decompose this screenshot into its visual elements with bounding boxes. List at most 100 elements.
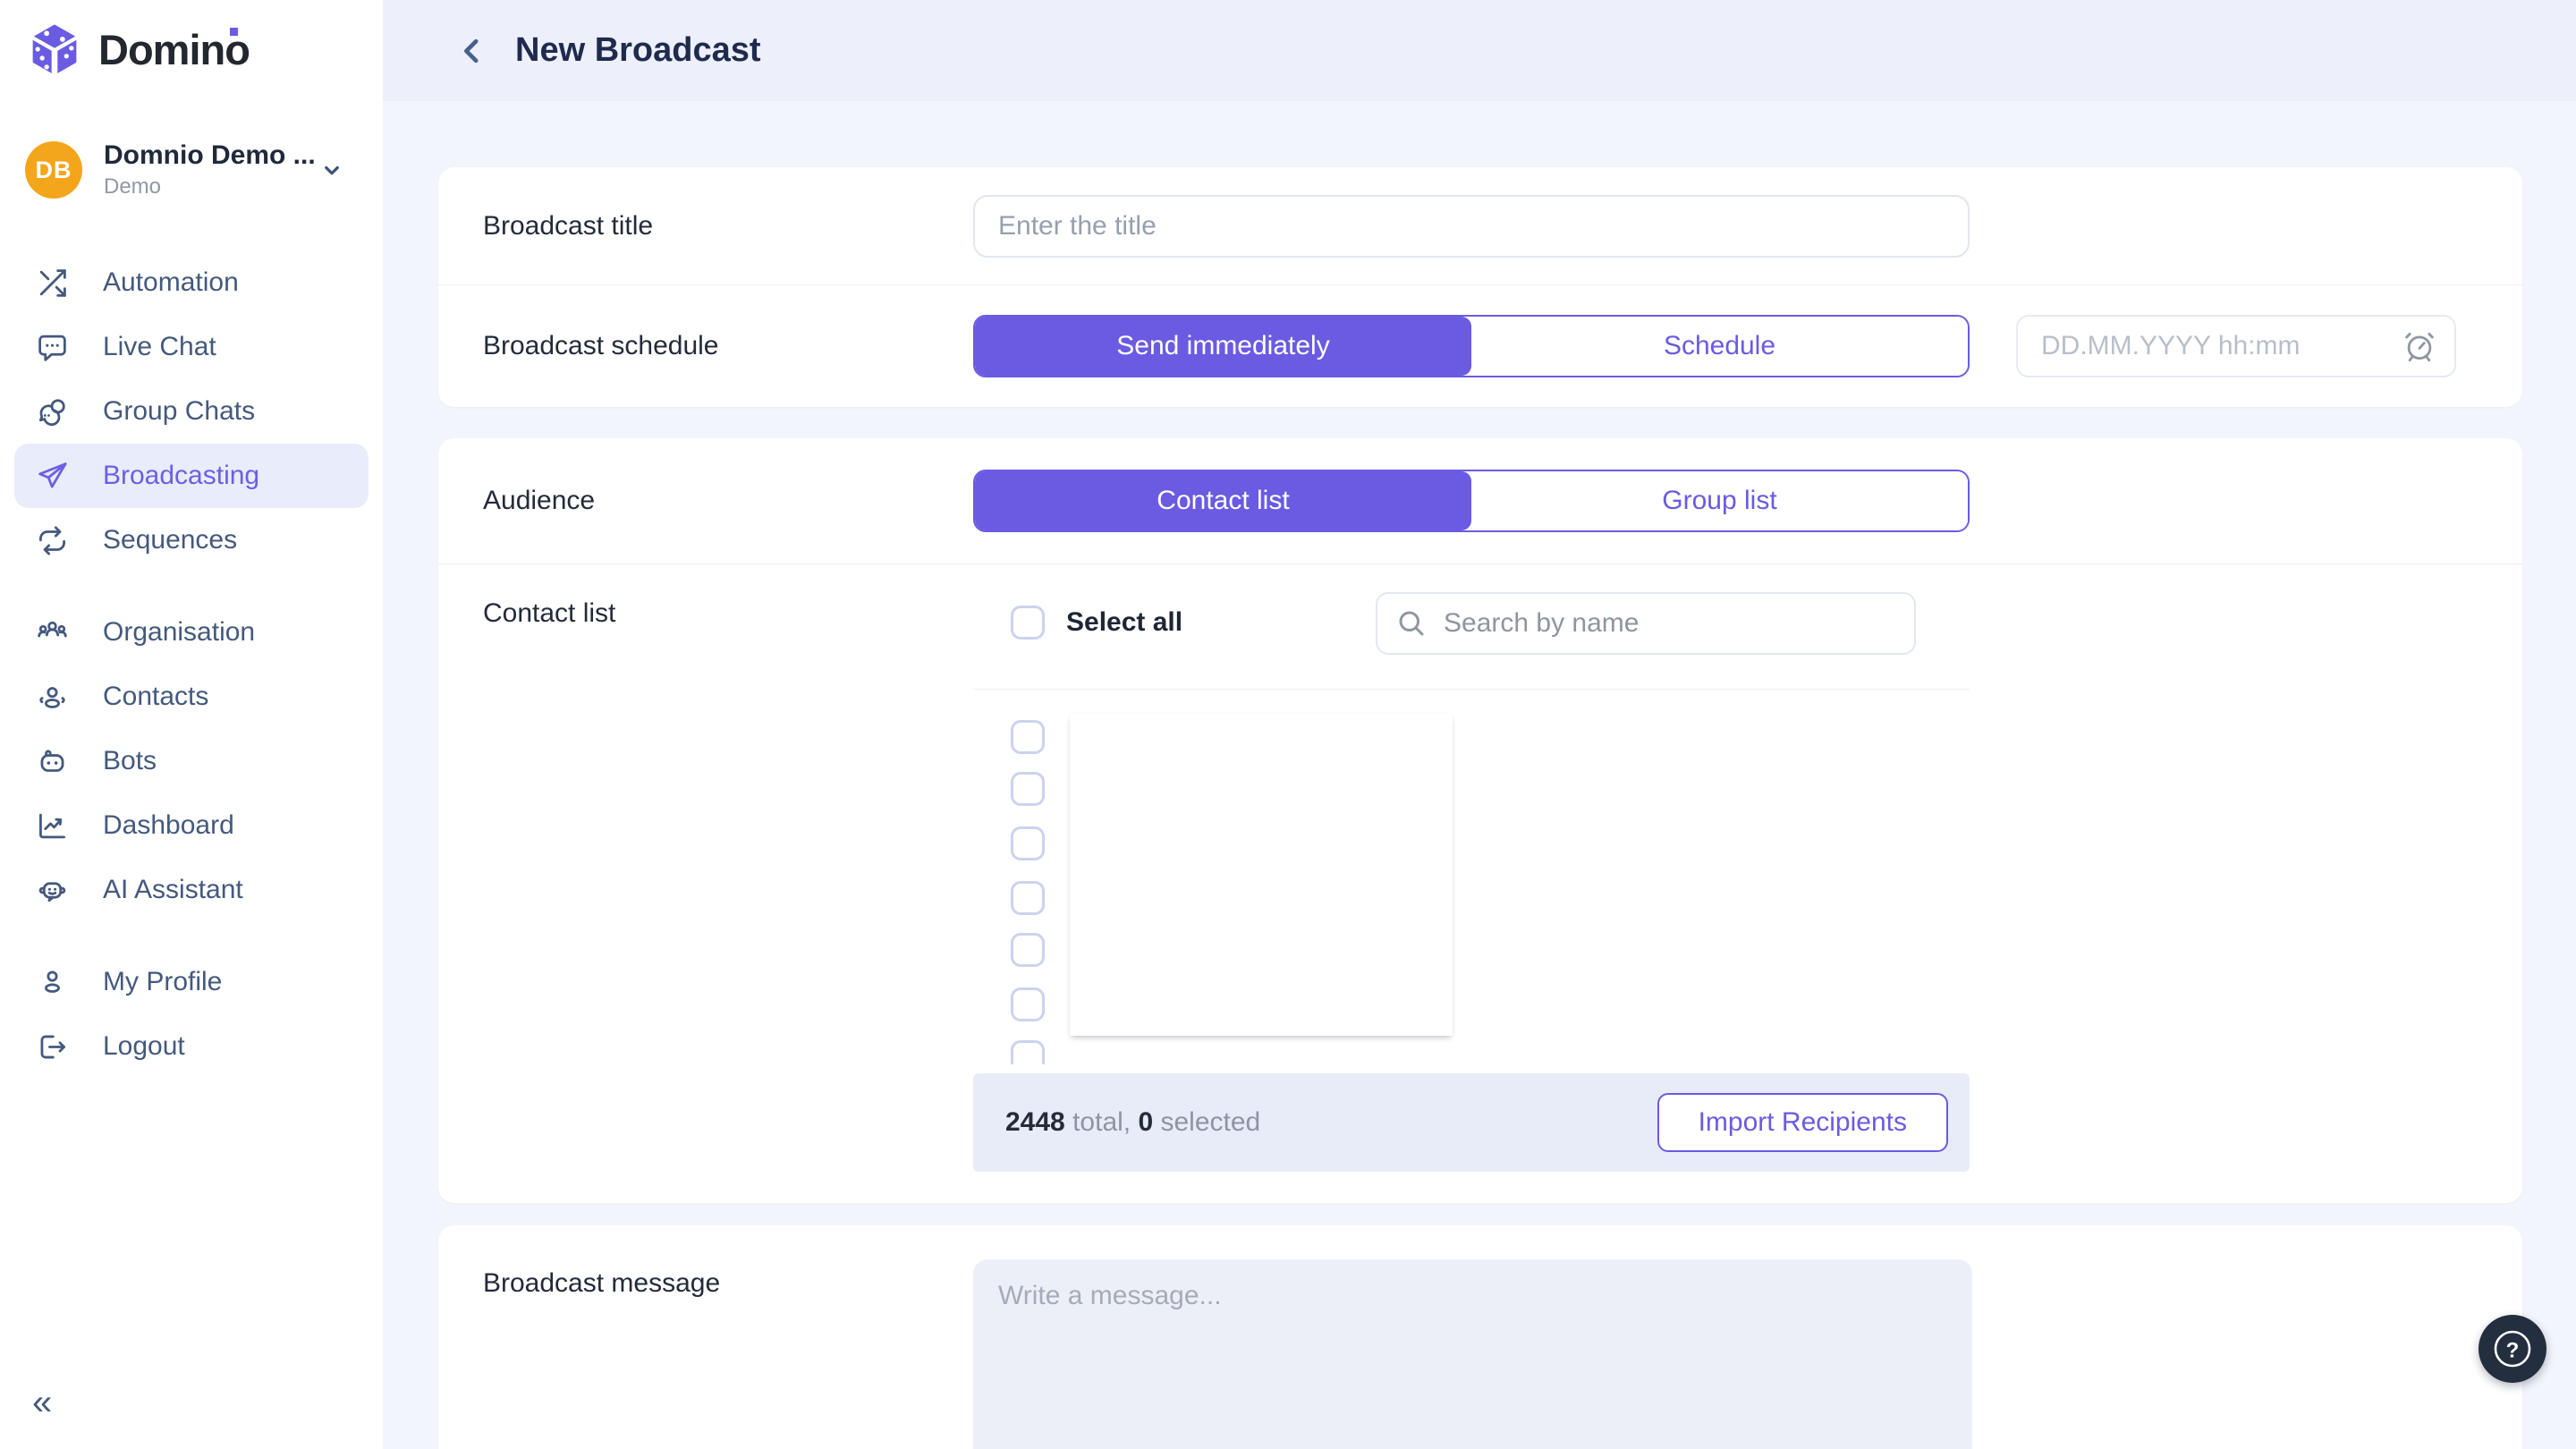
chat-bubble-icon — [38, 335, 66, 361]
broadcast-title-input[interactable] — [973, 194, 1970, 258]
search-icon — [1399, 611, 1424, 636]
contact-row-checkbox[interactable] — [1011, 987, 1045, 1021]
sidebar: Domino DB Domnio Demo ... Demo Automatio… — [0, 0, 383, 1449]
schedule-date-field — [2016, 315, 2456, 377]
select-all-label: Select all — [1066, 607, 1183, 637]
contact-count: 2448 total, 0 selected — [1005, 1107, 1261, 1137]
row-divider — [438, 284, 2522, 285]
shuffle-icon — [39, 268, 66, 297]
main-content: New Broadcast Broadcast title Broadcast … — [383, 0, 2576, 1449]
back-button[interactable] — [454, 33, 490, 69]
sidebar-item-label: My Profile — [103, 967, 223, 996]
user-name: Domnio Demo ... — [104, 140, 316, 170]
brand-name: Domino — [98, 25, 250, 73]
sidebar-item-live-chat[interactable]: Live Chat — [0, 315, 383, 379]
contact-search-field — [1376, 592, 1916, 655]
broadcast-message-row: Broadcast message — [438, 1225, 2522, 1449]
sidebar-item-ai-assistant[interactable]: AI Assistant — [0, 858, 383, 922]
page-header: New Broadcast — [383, 0, 2576, 101]
user-meta: Domnio Demo ... Demo — [104, 140, 317, 199]
brand-logo: Domino — [27, 21, 250, 77]
contact-row-checkbox[interactable] — [1011, 720, 1045, 754]
audience-label: Audience — [483, 486, 596, 515]
contact-search-input[interactable] — [1376, 592, 1916, 655]
audience-row: Audience Contact list Group list — [438, 438, 2522, 564]
broadcast-message-label: Broadcast message — [483, 1268, 721, 1298]
sidebar-item-contacts[interactable]: Contacts — [0, 665, 383, 729]
sidebar-item-automation[interactable]: Automation — [0, 250, 383, 315]
contact-row-checkbox[interactable] — [1011, 826, 1045, 860]
alarm-clock-icon — [2405, 332, 2434, 362]
user-role: Demo — [104, 174, 162, 199]
logout-icon — [40, 1035, 65, 1058]
workspace-switcher[interactable]: DB Domnio Demo ... Demo — [0, 134, 383, 206]
sidebar-item-my-profile[interactable]: My Profile — [0, 950, 383, 1014]
sidebar-nav: Automation Live Chat Group Chats Broadca… — [0, 250, 383, 1079]
send-icon — [38, 462, 67, 487]
sidebar-item-label: Sequences — [103, 525, 238, 555]
list-divider — [973, 689, 1970, 690]
broadcast-title-row: Broadcast title — [438, 167, 2522, 284]
page-title: New Broadcast — [515, 31, 761, 69]
contact-row-checkbox[interactable] — [1011, 1040, 1045, 1064]
sidebar-item-sequences[interactable]: Sequences — [0, 508, 383, 572]
contacts-icon — [39, 686, 65, 708]
contact-list-label: Contact list — [483, 598, 616, 628]
sidebar-item-label: Automation — [103, 267, 239, 297]
sidebar-item-label: Contacts — [103, 682, 209, 711]
ai-assistant-icon — [38, 881, 66, 902]
contact-names-overlay — [1070, 714, 1453, 1036]
schedule-toggle: Send immediately Schedule — [973, 315, 1970, 377]
sidebar-collapse-button[interactable]: « — [32, 1383, 53, 1422]
group-chats-icon — [39, 398, 65, 426]
contact-list-button[interactable]: Contact list — [975, 471, 1471, 530]
select-all-checkbox[interactable] — [1011, 606, 1045, 640]
brand-i-dot — [230, 27, 238, 36]
sidebar-item-label: Logout — [103, 1031, 185, 1061]
sidebar-item-organisation[interactable]: Organisation — [0, 600, 383, 665]
broadcast-settings-card: Broadcast title Broadcast schedule Send … — [438, 167, 2522, 407]
select-all-row: Select all — [1011, 606, 1182, 640]
broadcast-schedule-row: Broadcast schedule Send immediately Sche… — [438, 285, 2522, 407]
audience-toggle: Contact list Group list — [973, 470, 1970, 532]
broadcast-message-input[interactable] — [973, 1259, 1972, 1449]
chart-line-icon — [39, 813, 65, 838]
contact-row-checkbox[interactable] — [1011, 933, 1045, 967]
repeat-icon — [39, 525, 65, 555]
contact-row-checkbox[interactable] — [1011, 881, 1045, 915]
sidebar-item-bots[interactable]: Bots — [0, 729, 383, 793]
schedule-button[interactable]: Schedule — [1471, 317, 1968, 376]
nav-section-gap — [0, 572, 383, 600]
contact-list-area — [1011, 707, 1914, 1064]
selected-count: 0 — [1138, 1107, 1154, 1137]
nav-section-gap — [0, 922, 383, 950]
sidebar-item-dashboard[interactable]: Dashboard — [0, 793, 383, 858]
chevron-down-icon[interactable] — [318, 157, 345, 183]
sidebar-item-logout[interactable]: Logout — [0, 1014, 383, 1079]
audience-card: Audience Contact list Group list Contact… — [438, 438, 2522, 1203]
sidebar-item-label: Bots — [103, 746, 157, 775]
total-count: 2448 — [1005, 1107, 1065, 1137]
domino-cube-icon — [30, 21, 80, 77]
sidebar-item-label: Organisation — [103, 617, 256, 647]
help-button[interactable]: ? — [2479, 1315, 2546, 1383]
group-list-button[interactable]: Group list — [1471, 471, 1968, 530]
organisation-icon — [38, 621, 67, 637]
sidebar-item-label: Broadcasting — [103, 461, 260, 490]
contact-row-checkbox[interactable] — [1011, 772, 1045, 806]
broadcast-schedule-label: Broadcast schedule — [483, 331, 719, 360]
avatar: DB — [25, 141, 82, 199]
person-icon — [45, 970, 60, 993]
svg-text:?: ? — [2506, 1339, 2520, 1363]
sidebar-item-broadcasting[interactable]: Broadcasting — [14, 444, 369, 508]
sidebar-item-label: Group Chats — [103, 396, 256, 426]
broadcast-message-card: Broadcast message — [438, 1225, 2522, 1449]
contact-list-footer: 2448 total, 0 selected Import Recipients — [973, 1073, 1970, 1172]
sidebar-item-group-chats[interactable]: Group Chats — [0, 379, 383, 444]
import-recipients-button[interactable]: Import Recipients — [1657, 1093, 1948, 1152]
bot-icon — [40, 750, 64, 772]
schedule-date-input[interactable] — [2016, 315, 2456, 377]
send-immediately-button[interactable]: Send immediately — [975, 317, 1471, 376]
broadcast-title-label: Broadcast title — [483, 210, 654, 241]
